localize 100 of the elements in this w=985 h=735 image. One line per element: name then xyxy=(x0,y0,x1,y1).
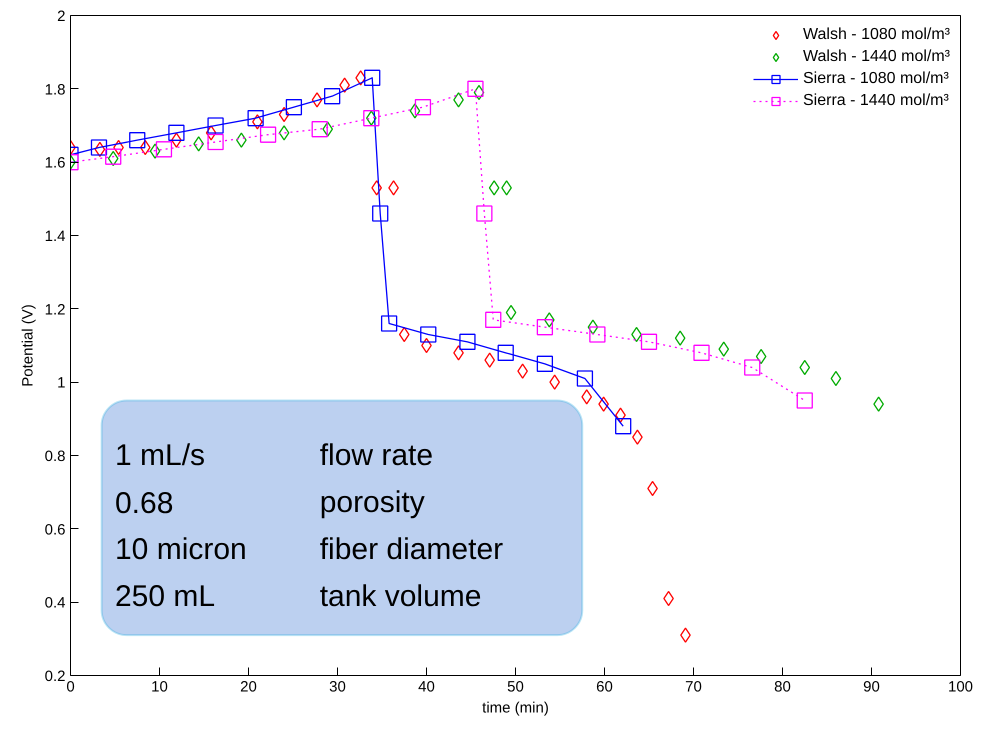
legend-label: Sierra - 1080 mol/m³ xyxy=(803,70,949,88)
point xyxy=(718,342,730,357)
annotation: porosity xyxy=(320,486,425,519)
point xyxy=(94,142,106,157)
point xyxy=(278,125,290,140)
point xyxy=(459,334,476,350)
y-tick-label: 0.4 xyxy=(44,594,66,612)
x-tick-label: 70 xyxy=(685,678,702,696)
point xyxy=(476,205,492,222)
y-axis-title: Potential (V) xyxy=(20,304,37,387)
point xyxy=(799,360,810,376)
point xyxy=(744,359,760,376)
x-tick-label: 90 xyxy=(863,678,880,696)
x-tick-label: 10 xyxy=(151,678,168,696)
legend-label: Walsh - 1080 mol/m³ xyxy=(803,26,950,44)
point xyxy=(632,430,643,445)
point xyxy=(680,628,691,643)
annotation: fiber diameter xyxy=(320,532,504,566)
point xyxy=(501,180,512,196)
point xyxy=(581,389,592,404)
point xyxy=(693,344,710,361)
point xyxy=(207,117,224,134)
point xyxy=(467,80,484,97)
legend-label: Sierra - 1440 mol/m³ xyxy=(803,92,949,110)
x-tick-label: 20 xyxy=(240,678,257,696)
x-tick-label: 30 xyxy=(329,678,346,696)
point xyxy=(588,320,598,335)
point xyxy=(484,352,496,368)
annotation: 10 micron xyxy=(115,532,247,566)
point xyxy=(640,334,658,350)
point xyxy=(414,99,432,116)
x-tick-label: 40 xyxy=(418,678,435,696)
point xyxy=(364,70,380,86)
x-tick-label: 100 xyxy=(948,678,974,696)
y-tick-label: 1 xyxy=(57,374,66,392)
point xyxy=(150,144,160,159)
point xyxy=(598,396,609,412)
annotation: tank volume xyxy=(320,580,482,613)
point xyxy=(485,312,502,328)
point xyxy=(355,70,366,86)
y-tick-label: 1.4 xyxy=(44,228,66,245)
annotation: 1 mL/s xyxy=(115,439,206,472)
point xyxy=(549,374,560,390)
point xyxy=(207,134,224,150)
point xyxy=(247,110,264,126)
y-tick-label: 2 xyxy=(57,8,66,25)
point xyxy=(363,110,380,126)
point xyxy=(324,88,340,104)
point xyxy=(498,344,514,361)
point xyxy=(372,205,388,222)
point xyxy=(366,110,377,126)
point xyxy=(252,114,263,130)
point xyxy=(576,370,594,387)
point xyxy=(873,396,884,412)
point xyxy=(171,132,182,148)
x-axis-title: time (min) xyxy=(482,700,549,716)
point xyxy=(90,139,108,156)
point xyxy=(322,122,334,137)
point xyxy=(615,408,626,423)
x-tick-label: 80 xyxy=(774,678,791,696)
point xyxy=(398,326,410,342)
x-tick-label: 0 xyxy=(66,678,75,696)
point xyxy=(453,345,464,360)
point xyxy=(371,180,382,196)
annotation: flow rate xyxy=(320,439,434,472)
point xyxy=(796,392,813,409)
point xyxy=(156,141,172,158)
point xyxy=(193,136,204,152)
point xyxy=(236,132,247,148)
point xyxy=(488,180,500,196)
point xyxy=(260,126,276,143)
point xyxy=(674,330,686,346)
point xyxy=(380,315,398,332)
point xyxy=(339,78,350,93)
y-tick-label: 1.8 xyxy=(44,81,66,98)
point xyxy=(420,326,436,343)
point xyxy=(206,125,216,140)
point xyxy=(615,418,632,434)
point xyxy=(129,132,146,148)
y-tick-label: 0.6 xyxy=(44,521,66,538)
point xyxy=(453,92,464,108)
point xyxy=(168,124,185,141)
point xyxy=(517,364,528,379)
point xyxy=(589,326,606,343)
point xyxy=(312,92,322,108)
point xyxy=(544,312,555,328)
annotation: 0.68 xyxy=(115,486,174,520)
y-tick-label: 0.8 xyxy=(44,448,66,465)
point xyxy=(140,140,151,156)
point xyxy=(536,356,554,372)
y-tick-label: 1.2 xyxy=(44,301,66,318)
legend-label: Walsh - 1440 mol/m³ xyxy=(803,48,950,66)
y-tick-label: 0.2 xyxy=(44,668,66,685)
point xyxy=(536,319,554,336)
point xyxy=(388,180,399,196)
point xyxy=(286,99,302,116)
point xyxy=(410,103,420,118)
point xyxy=(312,121,328,138)
y-tick-label: 1.6 xyxy=(44,154,66,172)
annotation: 250 mL xyxy=(115,580,216,613)
